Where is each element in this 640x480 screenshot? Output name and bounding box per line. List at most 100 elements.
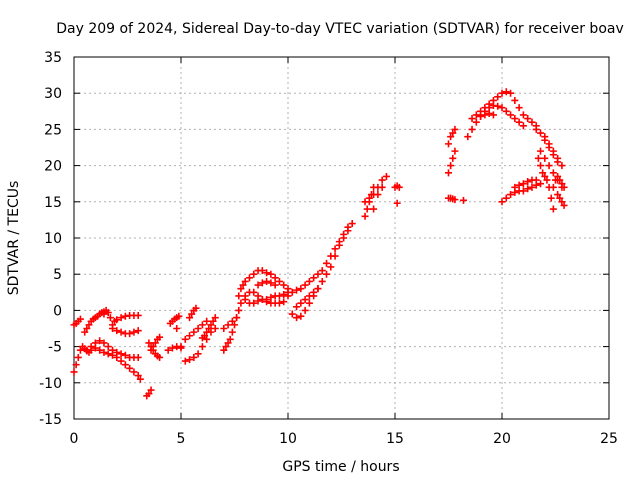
series-arc-5: [100, 306, 117, 329]
series-arc-18: [198, 314, 219, 342]
y-tick-label: 15: [44, 195, 62, 211]
data-point: [447, 133, 455, 141]
data-point: [241, 277, 249, 285]
data-point: [147, 386, 155, 394]
data-point: [81, 328, 89, 336]
data-point: [323, 270, 331, 278]
data-point: [235, 306, 243, 314]
data-point: [445, 169, 452, 177]
data-point: [468, 125, 476, 133]
data-point: [481, 111, 489, 119]
data-point: [104, 350, 112, 358]
data-point: [96, 337, 104, 345]
series-arc-45: [541, 133, 566, 170]
data-point: [348, 220, 356, 228]
data-point: [263, 269, 271, 277]
series-arc-36: [445, 125, 459, 148]
data-point: [117, 357, 125, 365]
axis-ticks: 0 5 10 15 20 25 -15 -10 -5 0 5 10 15 20 25 30 35: [39, 50, 618, 447]
series-arc-25: [284, 220, 356, 296]
x-tick-label: 15: [386, 431, 404, 447]
data-point: [231, 321, 238, 329]
series-arc-46: [549, 172, 568, 191]
data-point: [104, 309, 112, 317]
data-point: [528, 183, 536, 191]
data-point: [91, 339, 99, 347]
data-point: [327, 263, 335, 271]
y-tick-label: 5: [53, 267, 62, 283]
series-arc-6: [109, 325, 142, 338]
data-point: [156, 333, 164, 341]
data-markers: [70, 88, 568, 400]
data-point: [558, 180, 566, 188]
data-point: [203, 328, 211, 336]
data-point: [275, 299, 283, 307]
series-arc-17: [186, 304, 200, 322]
data-point: [151, 339, 159, 347]
data-point: [558, 162, 566, 170]
data-point: [318, 277, 326, 285]
data-point: [378, 176, 386, 184]
data-point: [250, 299, 258, 307]
data-point: [117, 328, 125, 336]
data-point: [541, 154, 549, 162]
data-point: [109, 325, 117, 332]
x-tick-label: 0: [70, 431, 79, 447]
data-point: [186, 314, 194, 322]
data-point: [205, 325, 213, 332]
data-point: [468, 115, 476, 123]
data-point: [365, 194, 373, 202]
data-point: [280, 290, 288, 298]
data-point: [451, 196, 459, 204]
data-point: [472, 111, 480, 119]
data-point: [275, 277, 283, 285]
data-point: [203, 335, 211, 343]
data-point: [239, 281, 247, 289]
series-arc-12: [166, 312, 183, 327]
data-point: [560, 201, 568, 209]
data-point: [293, 286, 301, 294]
data-point: [515, 118, 523, 126]
data-point: [192, 304, 200, 312]
x-tick-label: 5: [177, 431, 186, 447]
y-tick-label: 10: [44, 231, 62, 247]
series-arc-4: [83, 337, 142, 361]
y-tick-label: -5: [48, 340, 62, 356]
data-point: [515, 181, 523, 189]
data-point: [494, 93, 502, 101]
data-point: [245, 274, 253, 282]
data-point: [556, 194, 564, 202]
data-point: [237, 299, 245, 307]
data-point: [136, 375, 144, 383]
data-point: [459, 196, 467, 204]
data-point: [267, 270, 275, 278]
data-point: [361, 212, 369, 220]
grid-lines: [74, 57, 609, 419]
data-point: [233, 314, 241, 322]
data-point: [560, 183, 568, 191]
data-point: [310, 274, 318, 282]
data-point: [382, 172, 390, 180]
data-point: [194, 350, 202, 358]
data-point: [498, 198, 506, 206]
data-point: [323, 259, 331, 267]
data-point: [267, 279, 275, 287]
data-point: [263, 277, 271, 285]
data-point: [361, 198, 369, 206]
data-point: [149, 343, 157, 351]
data-point: [186, 332, 194, 340]
data-point: [280, 281, 288, 289]
y-tick-label: 25: [44, 122, 62, 138]
data-point: [228, 328, 236, 336]
y-tick-label: -15: [39, 412, 62, 428]
data-point: [498, 104, 506, 112]
data-point: [288, 288, 296, 296]
series-arc-10: [147, 333, 164, 354]
data-point: [201, 332, 209, 340]
data-point: [447, 162, 455, 170]
y-tick-label: -10: [39, 376, 62, 392]
data-point: [188, 310, 196, 318]
chart-title: Day 209 of 2024, Sidereal Day-to-day VTE…: [56, 21, 624, 37]
data-point: [181, 357, 189, 365]
